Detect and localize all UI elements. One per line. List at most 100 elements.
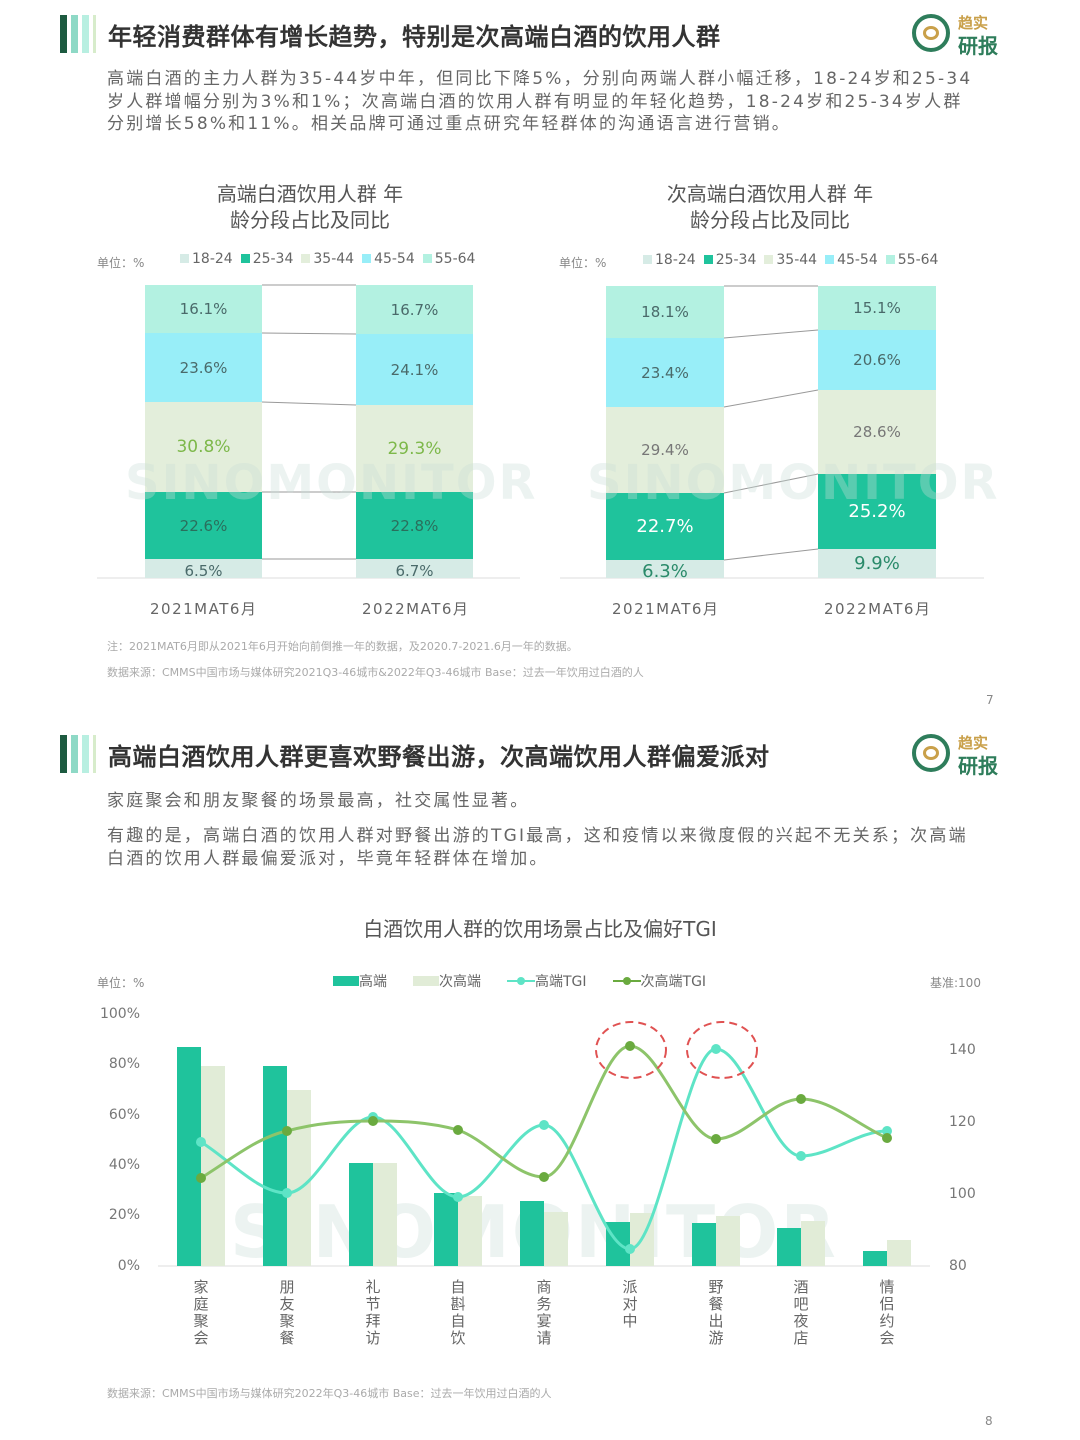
y-tick-left: 0%	[117, 1258, 140, 1274]
logo-text-bottom: 研报	[958, 754, 998, 778]
stacked-chart-connectors	[97, 284, 984, 579]
y-tick-left: 40%	[108, 1157, 140, 1173]
x-category: 情侣约会	[879, 1278, 895, 1347]
line-marker-icon	[612, 977, 641, 985]
legend-item: 45-54	[362, 251, 415, 267]
watermark: SINOMONITOR	[125, 455, 538, 511]
legend-item-high-tgi: 高端TGI	[507, 971, 587, 991]
chart-title-high: 高端白酒饮用人群 年龄分段占比及同比	[160, 181, 460, 233]
bar-segment-35-44: 28.6%	[818, 390, 936, 474]
bar-segment-18-24: 9.9%	[818, 549, 936, 578]
page-title: 年轻消费群体有增长趋势，特别是次高端白酒的饮用人群	[108, 23, 721, 51]
summary-text-2: 有趣的是，高端白酒的饮用人群对野餐出游的TGI最高，这和疫情以来微度假的兴起不无…	[107, 826, 968, 869]
bar-segment-18-24: 6.3%	[606, 560, 724, 582]
title-accent-bars	[60, 735, 96, 773]
legend-item: 18-24	[180, 251, 233, 267]
legend-item: 18-24	[643, 252, 696, 268]
source-note: 数据来源：CMMS中国市场与媒体研究2022年Q3-46城市 Base：过去一年…	[107, 1387, 552, 1400]
legend-age: 18-24 25-34 35-44 45-54 55-64	[643, 252, 938, 268]
chart-title-scenario: 白酒饮用人群的饮用场景占比及偏好TGI	[363, 917, 717, 941]
bar-segment-45-54: 23.6%	[145, 333, 262, 402]
logo: 趋实 研报	[912, 10, 1012, 60]
bar-segment-55-64: 15.1%	[818, 286, 936, 330]
title-accent-bars	[60, 15, 96, 53]
bar-segment-55-64: 16.7%	[356, 285, 473, 334]
bar-segment-25-34: 25.2%	[818, 474, 936, 549]
line-sub-tgi	[200, 1044, 888, 1180]
bar-segment-45-54: 24.1%	[356, 334, 473, 405]
y-tick-right: 140	[949, 1042, 976, 1058]
x-label: 2022MAT6月	[824, 600, 932, 618]
y-tick-left: 20%	[108, 1207, 140, 1223]
y-tick-right: 120	[949, 1114, 976, 1130]
points-high-tgi	[196, 1044, 892, 1254]
page-number: 7	[986, 693, 994, 707]
x-category: 酒吧夜店	[793, 1278, 809, 1347]
chart-title-text: 高端白酒饮用人群 年龄分段占比及同比	[216, 182, 404, 232]
summary-text: 高端白酒的主力人群为35-44岁中年，但同比下降5%，分别向两端人群小幅迁移，1…	[107, 69, 973, 134]
bar-segment-35-44: 29.4%	[606, 407, 724, 493]
legend-item-high: 高端	[333, 971, 387, 991]
logo-text-top: 趋实	[958, 734, 989, 752]
legend-item: 55-64	[885, 252, 938, 268]
summary-text-1: 家庭聚会和朋友聚餐的场景最高，社交属性显著。	[107, 791, 530, 811]
x-category: 礼节拜访	[365, 1278, 381, 1347]
bar-segment-18-24: 6.7%	[356, 559, 473, 580]
bar-segment-25-34: 22.6%	[145, 492, 262, 559]
line-marker-icon	[507, 977, 535, 985]
x-category: 野餐出游	[708, 1278, 724, 1347]
watermark: SINOMONITOR	[587, 455, 1000, 511]
bars-sub	[201, 1066, 911, 1266]
source-note: 数据来源：CMMS中国市场与媒体研究2021Q3-46城市&2022年Q3-46…	[107, 666, 644, 679]
y-tick-right: 80	[949, 1258, 967, 1274]
unit-label: 单位：%	[97, 256, 145, 270]
y-tick-left: 100%	[99, 1006, 140, 1022]
y-tick-left: 60%	[108, 1107, 140, 1123]
baseline-label: 基准:100	[930, 976, 981, 990]
x-label: 2021MAT6月	[150, 600, 258, 618]
logo-q-icon	[912, 734, 950, 772]
legend-scenario: 高端 次高端 高端TGI 次高端TGI	[333, 971, 706, 991]
line-high-tgi	[200, 1047, 888, 1251]
chart-title-text: 次高端白酒饮用人群 年龄分段占比及同比	[666, 182, 874, 232]
legend-item: 25-34	[240, 251, 293, 267]
bar-segment-55-64: 16.1%	[145, 285, 262, 333]
legend-item: 35-44	[764, 252, 817, 268]
legend-item: 45-54	[825, 252, 878, 268]
footnote: 注：2021MAT6月即从2021年6月开始向前倒推一年的数据，及2020.7-…	[107, 640, 578, 653]
bar-segment-45-54: 20.6%	[818, 330, 936, 390]
logo-text-top: 趋实	[958, 14, 989, 32]
x-category: 自斟自饮	[450, 1278, 466, 1347]
page-number: 8	[985, 1414, 993, 1428]
y-tick-right: 100	[949, 1186, 976, 1202]
points-sub-tgi	[196, 1041, 892, 1183]
bars-high	[177, 1047, 887, 1266]
legend-item-sub: 次高端	[413, 971, 481, 991]
legend-age: 18-24 25-34 35-44 45-54 55-64	[180, 251, 475, 267]
logo-text-bottom: 研报	[958, 34, 998, 58]
y-tick-left: 80%	[108, 1056, 140, 1072]
x-category: 朋友聚餐	[279, 1278, 295, 1347]
bar-segment-25-34: 22.7%	[606, 493, 724, 560]
unit-label: 单位：%	[559, 256, 607, 270]
x-category: 商务宴请	[536, 1278, 552, 1347]
bar-segment-35-44: 30.8%	[145, 402, 262, 492]
legend-item: 55-64	[422, 251, 475, 267]
x-label: 2022MAT6月	[362, 600, 470, 618]
unit-label: 单位：%	[97, 976, 145, 990]
logo-q-icon	[912, 14, 950, 52]
bar-segment-55-64: 18.1%	[606, 286, 724, 338]
legend-item: 35-44	[301, 251, 354, 267]
x-category: 派对中	[622, 1278, 638, 1330]
highlight-circle-picnic	[686, 1021, 758, 1079]
legend-item-sub-tgi: 次高端TGI	[612, 971, 706, 991]
legend-item: 25-34	[703, 252, 756, 268]
x-category: 家庭聚会	[193, 1278, 209, 1347]
bar-segment-45-54: 23.4%	[606, 338, 724, 407]
x-label: 2021MAT6月	[612, 600, 720, 618]
bar-segment-18-24: 6.5%	[145, 559, 262, 580]
logo: 趋实 研报	[912, 730, 1012, 780]
bar-segment-25-34: 22.8%	[356, 492, 473, 559]
bar-segment-35-44: 29.3%	[356, 405, 473, 492]
